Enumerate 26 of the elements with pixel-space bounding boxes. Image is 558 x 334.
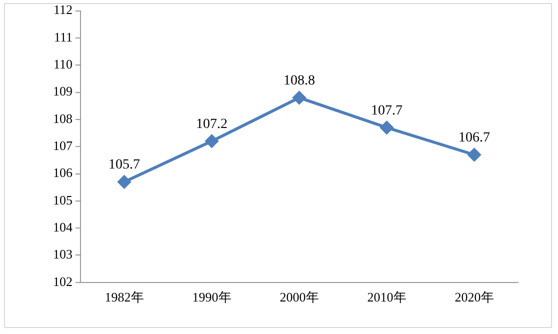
point [468, 148, 481, 162]
x-tick-label: 2000年 [280, 290, 319, 305]
y-tick-label: 111 [54, 29, 72, 44]
y-tick-label: 106 [53, 165, 73, 180]
data-label: 107.7 [371, 103, 402, 118]
data-label: 106.7 [458, 130, 490, 146]
x-tick-label: 2020年 [454, 290, 494, 305]
point [118, 175, 131, 188]
y-tick-label: 109 [53, 84, 72, 99]
y-tick-label: 112 [53, 2, 72, 18]
x-tick-label: 2010年 [367, 290, 406, 305]
y-tick-label: 108 [53, 110, 72, 126]
point [380, 121, 394, 134]
x-tick-label: 1990年 [192, 290, 232, 305]
y-tick-label: 103 [53, 246, 72, 262]
data-label: 108.8 [284, 73, 315, 88]
x-tick-label: 1982年 [104, 290, 144, 305]
y-tick-label: 104 [53, 220, 73, 234]
point [292, 91, 306, 104]
point [205, 134, 218, 148]
y-tick-label: 110 [53, 56, 72, 72]
y-tick-label: 102 [53, 274, 72, 289]
data-label: 105.7 [108, 158, 140, 173]
data-label: 107.2 [196, 116, 228, 132]
y-tick-label: 107 [53, 138, 73, 154]
y-tick-label: 105 [53, 192, 72, 208]
